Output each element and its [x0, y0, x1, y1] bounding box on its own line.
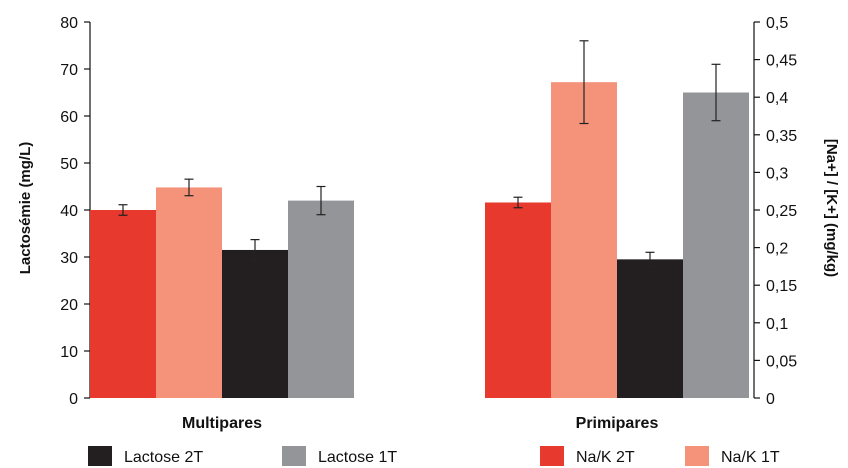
- bar-lactose-1t-primipares: [683, 92, 749, 398]
- bar-series: [90, 82, 749, 398]
- legend: Lactose 2T Lactose 1T Na/K 2T Na/K 1T: [88, 446, 780, 466]
- right-tick-label: 0,15: [766, 278, 797, 295]
- legend-label-na-k-1t: Na/K 1T: [721, 449, 780, 466]
- right-tick-label: 0,5: [766, 15, 788, 32]
- left-tick-label: 40: [60, 203, 78, 220]
- secondary-y-axis-title: [Na+] / [K+] (mg/kg): [823, 139, 840, 277]
- right-tick-label: 0,2: [766, 241, 788, 258]
- left-tick-label: 50: [60, 156, 78, 173]
- category-label-multipares: Multipares: [182, 415, 262, 432]
- left-tick-label: 60: [60, 109, 78, 126]
- bar-lactose-1t-multipares: [288, 200, 354, 398]
- bar-na-k-1t-primipares: [551, 82, 617, 398]
- left-tick-label: 30: [60, 250, 78, 267]
- left-tick-label: 20: [60, 297, 78, 314]
- bar-lactose-2t-multipares: [222, 249, 288, 398]
- bar-na-k-2t-primipares: [485, 202, 551, 398]
- right-tick-label: 0,3: [766, 165, 788, 182]
- right-tick-label: 0,45: [766, 53, 797, 70]
- bar-lactose-2t-primipares: [617, 259, 683, 398]
- left-tick-label: 10: [60, 344, 78, 361]
- legend-swatch-lactose-1t: [282, 446, 306, 466]
- group-labels: Multipares Primipares: [182, 415, 658, 432]
- right-tick-label: 0,35: [766, 128, 797, 145]
- legend-swatch-na-k-2t: [540, 446, 564, 466]
- legend-label-lactose-2t: Lactose 2T: [124, 449, 203, 466]
- bar-na-k-2t-multipares: [90, 210, 156, 398]
- left-axis: 0 10 20 30 40 50 60 70 80: [60, 15, 91, 408]
- right-tick-label: 0,05: [766, 353, 797, 370]
- legend-label-lactose-1t: Lactose 1T: [318, 449, 397, 466]
- left-tick-label: 0: [69, 391, 78, 408]
- right-tick-label: 0,1: [766, 316, 788, 333]
- y-axis-title: Lactosémie (mg/L): [17, 142, 34, 275]
- bar-na-k-1t-multipares: [156, 187, 222, 398]
- legend-swatch-lactose-2t: [88, 446, 112, 466]
- error-bars: [118, 40, 721, 267]
- right-axis: 0 0,05 0,1 0,15 0,2 0,25 0,3 0,35 0,4 0,45 0,5: [753, 15, 797, 408]
- right-tick-label: 0,4: [766, 90, 788, 107]
- left-tick-label: 80: [60, 15, 78, 32]
- legend-label-na-k-2t: Na/K 2T: [576, 449, 635, 466]
- right-tick-label: 0: [766, 391, 775, 408]
- legend-swatch-na-k-1t: [685, 446, 709, 466]
- left-tick-label: 70: [60, 62, 78, 79]
- category-label-primipares: Primipares: [576, 415, 659, 432]
- right-tick-label: 0,25: [766, 203, 797, 220]
